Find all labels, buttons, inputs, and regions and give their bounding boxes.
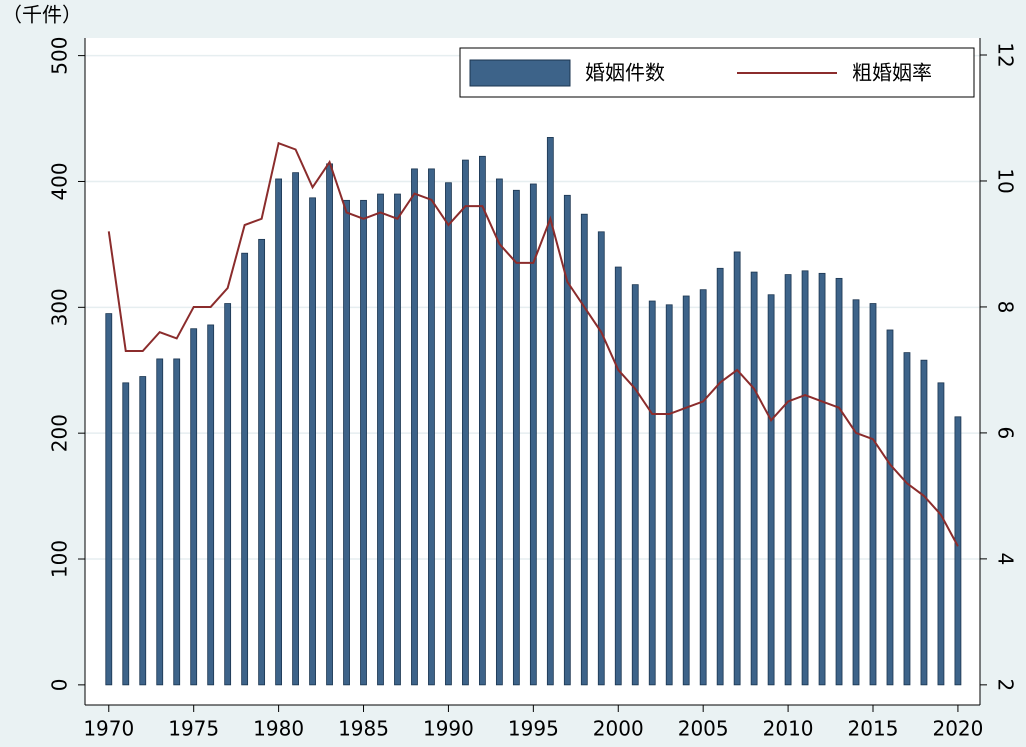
bar xyxy=(343,199,350,686)
bar xyxy=(648,300,656,686)
bar xyxy=(614,266,622,686)
y2-tick-label: 4 xyxy=(994,553,1018,566)
y2-tick-label: 10 xyxy=(994,168,1018,193)
x-tick-label: 1990 xyxy=(423,717,474,741)
bar xyxy=(529,183,537,686)
bar xyxy=(292,172,299,686)
bar xyxy=(173,358,181,686)
x-tick-label: 2020 xyxy=(932,717,983,741)
bar xyxy=(682,295,690,686)
bar xyxy=(479,155,486,686)
bar xyxy=(309,197,316,686)
bar xyxy=(122,382,130,686)
legend-label: 粗婚姻率 xyxy=(852,61,932,85)
x-tick-label: 2010 xyxy=(763,717,814,741)
bar xyxy=(275,178,283,686)
bar xyxy=(665,304,673,686)
x-tick-label: 1970 xyxy=(83,717,134,741)
y2-tick-label: 8 xyxy=(994,301,1018,314)
bar xyxy=(105,313,113,686)
bar xyxy=(428,168,435,686)
bar xyxy=(750,271,758,686)
y2-tick-label: 2 xyxy=(994,678,1018,691)
bar xyxy=(241,252,249,686)
bar xyxy=(818,272,826,686)
bar xyxy=(563,194,571,686)
bar xyxy=(462,159,469,686)
bar xyxy=(394,193,401,686)
x-tick-label: 1995 xyxy=(508,717,559,741)
bar xyxy=(224,303,232,686)
legend-label: 婚姻件数 xyxy=(585,61,665,85)
bar xyxy=(512,189,520,686)
bar xyxy=(801,270,809,686)
bar xyxy=(139,376,147,686)
bar xyxy=(495,178,503,686)
bar xyxy=(716,267,724,686)
bar xyxy=(360,199,367,686)
x-tick-label: 1975 xyxy=(168,717,219,741)
bar xyxy=(326,163,333,686)
x-tick-label: 2005 xyxy=(678,717,729,741)
bar xyxy=(767,294,775,686)
bar xyxy=(411,168,418,686)
bar xyxy=(377,193,384,686)
bar xyxy=(546,137,554,686)
y-tick-label: 0 xyxy=(48,678,72,691)
bar xyxy=(258,238,266,686)
x-tick-label: 2015 xyxy=(848,717,899,741)
y2-tick-label: 12 xyxy=(994,42,1018,67)
x-tick-label: 1985 xyxy=(338,717,389,741)
y-tick-label: 500 xyxy=(48,37,72,75)
y-axis-label: （千件） xyxy=(2,3,82,27)
bar xyxy=(886,329,894,686)
bar xyxy=(954,416,962,686)
line xyxy=(107,141,959,547)
y2-tick-label: 6 xyxy=(994,427,1018,440)
bar xyxy=(937,382,945,686)
x-tick-label: 2000 xyxy=(593,717,644,741)
bar xyxy=(580,213,588,686)
y-tick-label: 100 xyxy=(48,540,72,578)
bar xyxy=(903,352,911,686)
bar xyxy=(784,274,792,686)
bar xyxy=(920,359,928,686)
y-tick-label: 400 xyxy=(48,162,72,200)
x-tick-label: 1980 xyxy=(253,717,304,741)
bar xyxy=(445,182,452,686)
bar xyxy=(631,284,639,686)
bar xyxy=(852,299,860,686)
bar xyxy=(190,328,198,686)
bar xyxy=(156,358,164,686)
bar xyxy=(733,251,741,686)
bar xyxy=(207,324,215,686)
bar xyxy=(699,289,707,686)
legend-swatch xyxy=(469,59,571,87)
bar xyxy=(597,231,605,686)
y-tick-label: 200 xyxy=(48,414,72,452)
bar xyxy=(869,303,877,686)
bar xyxy=(835,277,843,686)
y-tick-label: 300 xyxy=(48,288,72,326)
